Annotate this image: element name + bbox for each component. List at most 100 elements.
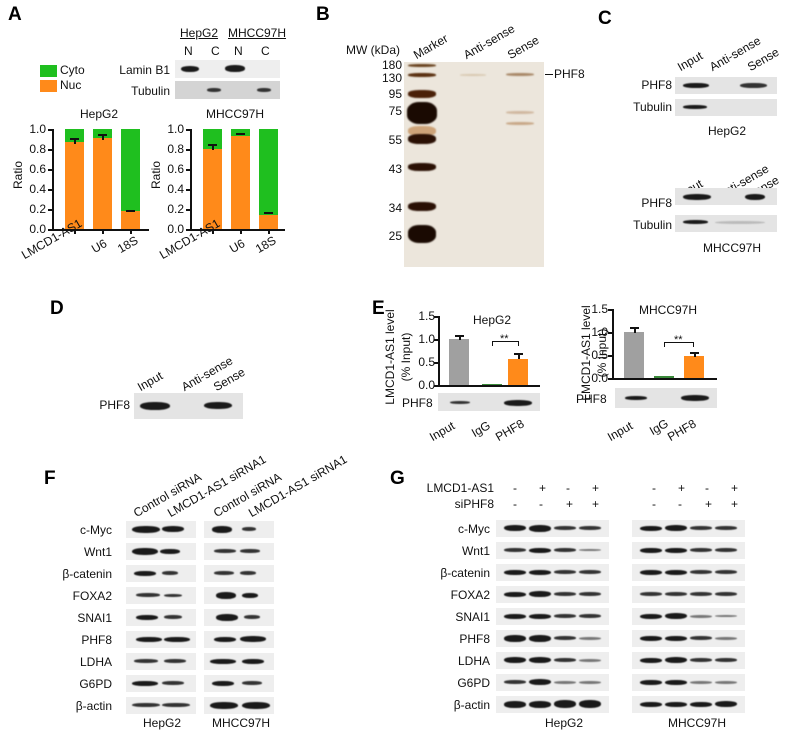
panel-letter-b: B — [316, 4, 330, 25]
y-tick-label: 0.0 — [591, 371, 608, 385]
bar-cyto — [65, 129, 84, 142]
blot-row-label-tubulin: Tubulin — [131, 84, 170, 98]
condition-sign: - — [539, 497, 543, 511]
legend-label-cyto: Cyto — [60, 63, 85, 77]
bar-nuc — [65, 142, 84, 229]
panel-letter-f: F — [44, 468, 56, 489]
significance-bracket — [492, 341, 519, 346]
condition-sign: + — [539, 481, 547, 495]
row-label: PHF8 — [81, 633, 112, 647]
x-tick-label: 18S — [253, 233, 279, 256]
mw-marker-label: 75 — [388, 104, 402, 118]
condition-sign: - — [705, 481, 709, 495]
lane-label-n: N — [184, 44, 193, 58]
blot-phf8-mhcc97h — [675, 188, 777, 205]
bar-nuc — [231, 136, 250, 229]
blot-tubulin — [175, 81, 280, 99]
lane-label-input: Input — [675, 48, 706, 74]
blot-tubulin-mhcc97h — [675, 215, 777, 232]
x-tick-label: IgG — [469, 418, 493, 440]
blot-mhcc97h — [204, 565, 274, 582]
row-label: SNAI1 — [77, 611, 112, 625]
cell-label-hepg2: HepG2 — [708, 124, 747, 138]
x-axis — [438, 385, 540, 387]
mw-axis-label: MW (kDa) — [346, 43, 400, 57]
row-label-phf8: PHF8 — [641, 78, 672, 92]
condition-sign: + — [731, 481, 739, 495]
blot-mhcc97h — [632, 542, 745, 559]
chart-title: MHCC97H — [206, 107, 265, 121]
x-tick-label: 18S — [115, 233, 141, 256]
blot-mhcc97h — [204, 521, 274, 538]
blot-phf8 — [134, 393, 243, 419]
mw-marker-label: 95 — [388, 87, 402, 101]
blot-mhcc97h — [632, 586, 745, 603]
y-tick-label: 0.2 — [29, 202, 46, 216]
row-label: c-Myc — [458, 522, 490, 536]
significance-bracket — [664, 342, 694, 347]
bar-input — [624, 332, 644, 378]
blot-hepg2 — [496, 674, 609, 691]
x-tick-label: U6 — [89, 236, 110, 256]
cell-label-hepg2: HepG2 — [545, 716, 584, 730]
blot-mhcc97h — [204, 697, 274, 714]
x-axis — [612, 378, 717, 380]
legend-swatch-nuc — [40, 80, 57, 92]
bar-nuc — [203, 149, 222, 229]
blot-hepg2 — [126, 565, 196, 582]
x-tick-label: Input — [605, 418, 636, 444]
x-tick-label: PHF8 — [665, 416, 699, 444]
bar-nuc — [121, 211, 140, 229]
blot-hepg2 — [126, 697, 196, 714]
mw-marker-label: 180 — [381, 58, 402, 72]
blot-phf8 — [438, 393, 540, 411]
x-axis — [190, 229, 285, 231]
mw-marker-label: 34 — [388, 201, 402, 215]
bar-cyto — [93, 129, 112, 138]
y-tick-label: 0.6 — [29, 162, 46, 176]
row-label-phf8: PHF8 — [99, 398, 130, 412]
panel-letter-g: G — [390, 468, 405, 489]
blot-hepg2 — [126, 675, 196, 692]
row-label-tubulin: Tubulin — [633, 218, 672, 232]
condition-sign: + — [566, 497, 574, 511]
y-tick-label: 1.0 — [29, 122, 46, 136]
cell-label-mhcc97h: MHCC97H — [668, 716, 727, 730]
y-tick-label: 0.4 — [29, 182, 46, 196]
blot-tubulin-hepg2 — [675, 99, 777, 116]
blot-hepg2 — [126, 587, 196, 604]
row-label: FOXA2 — [450, 588, 490, 602]
y-tick-label: 1.5 — [418, 309, 435, 323]
y-axis — [190, 129, 192, 230]
blot-hepg2 — [496, 586, 609, 603]
blot-mhcc97h — [632, 630, 745, 647]
condition-sign: - — [513, 497, 517, 511]
y-tick-label: 0.0 — [167, 222, 184, 236]
bar-igg — [482, 384, 502, 385]
row-label: β-actin — [453, 698, 490, 712]
bar-nuc — [93, 138, 112, 229]
blot-mhcc97h — [204, 675, 274, 692]
condition-sign: - — [566, 481, 570, 495]
y-tick-label: 0.5 — [418, 355, 435, 369]
y-tick-label: 0.8 — [167, 142, 184, 156]
bar-nuc — [259, 215, 278, 229]
blot-label-phf8: PHF8 — [576, 392, 607, 406]
blot-header-mhcc97h: MHCC97H — [228, 26, 287, 40]
blot-hepg2 — [496, 564, 609, 581]
x-tick-label: Input — [427, 418, 458, 444]
mw-marker-label: 55 — [388, 133, 402, 147]
condition-sign: + — [678, 481, 686, 495]
condition-label-lmcd1-as1: LMCD1-AS1 — [426, 481, 494, 495]
y-tick-label: 0.8 — [29, 142, 46, 156]
x-tick-label: U6 — [227, 236, 248, 256]
y-tick-label: 1.0 — [591, 325, 608, 339]
condition-label-siphf8: siPHF8 — [454, 497, 494, 511]
condition-sign: + — [731, 497, 739, 511]
condition-sign: - — [652, 497, 656, 511]
lane-label-c: C — [211, 44, 220, 58]
row-label: β-actin — [75, 699, 112, 713]
panel-letter-c: C — [598, 8, 612, 29]
row-label: SNAI1 — [455, 610, 490, 624]
blot-hepg2 — [496, 542, 609, 559]
